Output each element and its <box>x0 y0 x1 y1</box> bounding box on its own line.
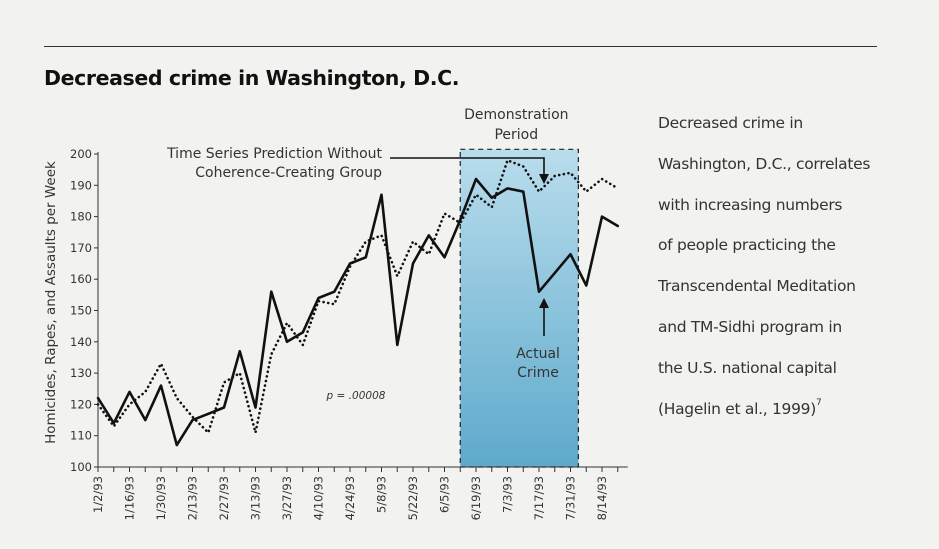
x-tick-label: 6/5/93 <box>438 476 452 513</box>
actual-crime-line <box>96 177 620 447</box>
page-title: Decreased crime in Washington, D.C. <box>44 66 460 90</box>
crime-line-chart: 100 110 120 130 140 150 160 170 180 190 200 Homicid… <box>43 107 628 520</box>
y-tick-label: 100 <box>70 460 92 474</box>
x-tick-label: 8/14/93 <box>595 476 609 520</box>
caption-line: with increasing numbers <box>658 195 843 214</box>
x-tick-label: 6/19/93 <box>469 476 483 520</box>
caption-line: Transcendental Meditation <box>658 277 856 296</box>
demonstration-period-region <box>459 148 579 468</box>
actual-crime-arrowhead <box>539 298 549 308</box>
caption-line: the U.S. national capital <box>658 358 837 377</box>
y-tick-label: 190 <box>70 178 92 192</box>
x-tick-label: 2/27/93 <box>217 476 231 520</box>
caption: Decreased crime in Washington, D.C., cor… <box>658 103 928 429</box>
x-tick-label: 7/3/93 <box>501 476 515 513</box>
x-tick-label: 1/2/93 <box>91 476 105 513</box>
y-tick-label: 120 <box>70 397 92 411</box>
prediction-arrowhead <box>539 174 549 184</box>
caption-line: of people practicing the <box>658 236 836 255</box>
x-tick-label: 4/24/93 <box>343 476 357 520</box>
y-tick-label: 170 <box>70 241 92 255</box>
x-tick-label: 2/13/93 <box>186 476 200 520</box>
prediction-leader <box>390 157 545 176</box>
x-tick-label: 7/31/93 <box>564 476 578 520</box>
y-tick-label: 150 <box>70 304 92 318</box>
y-tick-label: 200 <box>70 147 92 161</box>
p-value-label: p = .00008 <box>326 390 386 402</box>
caption-line: Decreased crime in <box>658 114 803 132</box>
y-tick-label: 140 <box>70 335 92 349</box>
prediction-label: Time Series Prediction Without <box>166 146 382 162</box>
y-tick-label: 180 <box>70 210 92 224</box>
caption-footnote-marker: 7 <box>815 397 822 408</box>
x-tick-label: 5/8/93 <box>375 476 389 513</box>
y-tick-label: 130 <box>70 366 92 380</box>
prediction-label: Coherence-Creating Group <box>195 165 382 181</box>
x-tick-label: 3/13/93 <box>249 476 263 520</box>
x-tick-label: 3/27/93 <box>280 476 294 520</box>
region-label: Demonstration <box>464 107 568 123</box>
region-label: Period <box>494 127 538 143</box>
title-rule <box>44 46 877 47</box>
x-tick-label: 4/10/93 <box>312 476 326 520</box>
x-tick-label: 5/22/93 <box>406 476 420 520</box>
caption-citation: (Hagelin et al., 1999) <box>658 399 816 418</box>
x-tick-label: 1/30/93 <box>154 476 168 520</box>
caption-citation-line: (Hagelin et al., 1999)7 <box>658 389 928 430</box>
x-tick-label: 1/16/93 <box>123 476 137 520</box>
prediction-line <box>96 159 620 434</box>
y-tick-label: 160 <box>70 272 92 286</box>
y-tick-label: 110 <box>70 429 92 443</box>
actual-crime-label: Actual <box>516 346 560 362</box>
caption-line: and TM-Sidhi program in <box>658 317 842 336</box>
y-axis-label: Homicides, Rapes, and Assaults per Week <box>43 161 59 444</box>
caption-line: Washington, D.C., correlates <box>658 154 871 173</box>
x-tick-label: 7/17/93 <box>532 476 546 520</box>
actual-crime-label: Crime <box>517 365 559 381</box>
